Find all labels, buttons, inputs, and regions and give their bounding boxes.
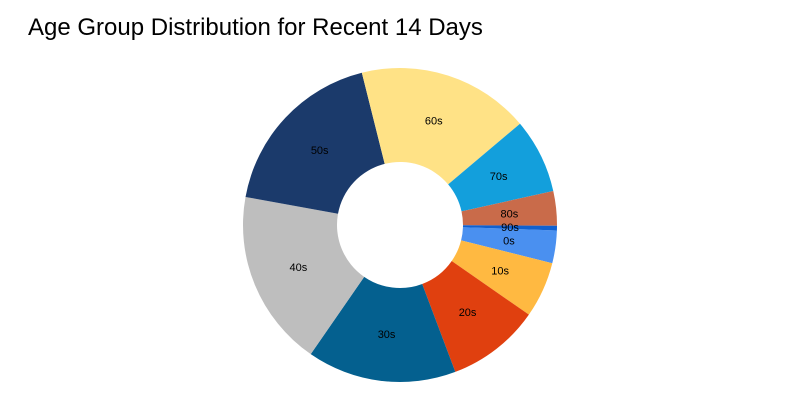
slice-label-0s: 0s xyxy=(503,235,515,247)
slice-label-90s: 90s xyxy=(501,222,519,234)
slice-label-30s: 30s xyxy=(378,329,396,341)
slice-label-60s: 60s xyxy=(425,115,443,127)
slice-30s xyxy=(310,276,456,382)
slice-label-40s: 40s xyxy=(290,262,308,274)
slice-label-70s: 70s xyxy=(490,171,508,183)
slice-label-10s: 10s xyxy=(491,266,509,278)
slice-0s xyxy=(461,227,557,264)
slice-50s xyxy=(245,72,385,214)
slice-label-80s: 80s xyxy=(500,208,518,220)
slice-90s xyxy=(462,225,557,231)
chart-title: Age Group Distribution for Recent 14 Day… xyxy=(28,14,483,41)
slice-10s xyxy=(451,240,553,315)
slice-40s xyxy=(243,196,365,355)
slice-label-50s: 50s xyxy=(311,145,329,157)
slice-label-20s: 20s xyxy=(459,307,477,319)
slice-70s xyxy=(448,123,554,212)
slice-60s xyxy=(361,67,521,185)
slice-20s xyxy=(422,260,529,372)
slice-80s xyxy=(461,190,557,226)
